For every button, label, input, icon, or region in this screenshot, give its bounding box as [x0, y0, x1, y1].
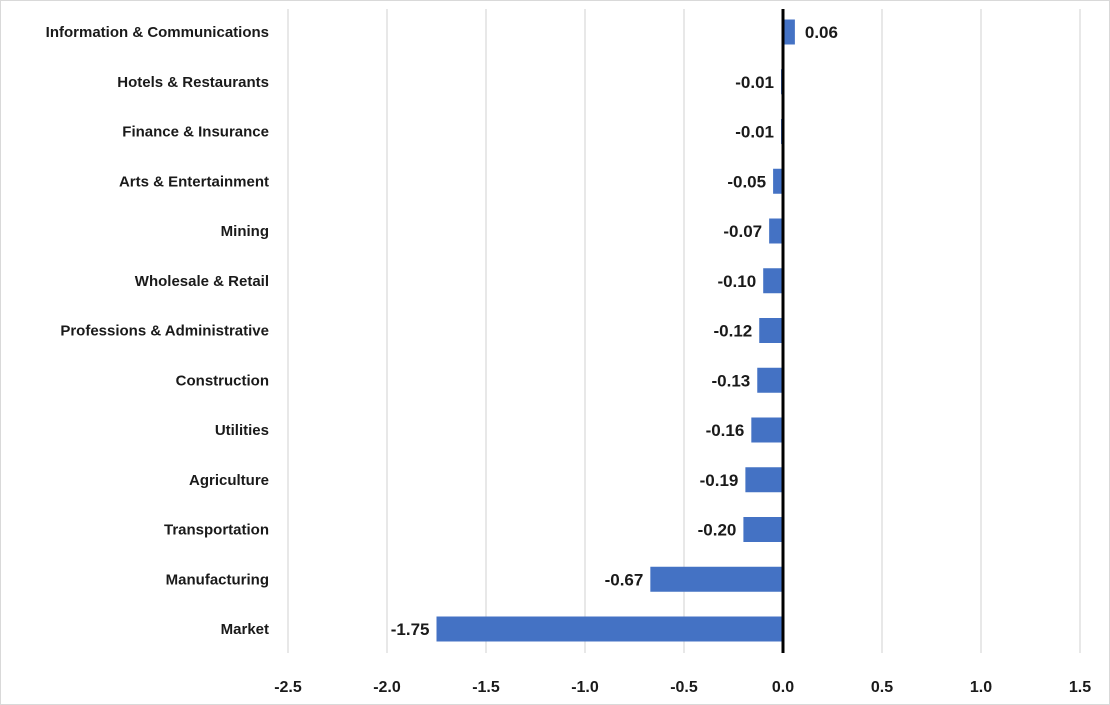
- bar: [763, 268, 783, 294]
- data-label: -0.01: [735, 73, 774, 92]
- bar: [745, 467, 783, 493]
- category-label: Wholesale & Retail: [135, 273, 269, 290]
- x-tick-label: 0.5: [871, 679, 893, 696]
- data-label: 0.06: [805, 23, 838, 42]
- category-label: Utilities: [215, 422, 269, 439]
- data-label: -0.12: [713, 322, 752, 341]
- bar: [436, 616, 783, 642]
- data-label: -0.19: [700, 471, 739, 490]
- category-labels: Information & Communications Hotels & Res…: [46, 24, 269, 638]
- category-label: Finance & Insurance: [122, 124, 269, 141]
- x-tick-label: -1.5: [472, 679, 500, 696]
- category-label: Arts & Entertainment: [119, 173, 269, 190]
- data-label: -0.16: [706, 421, 745, 440]
- category-label: Agriculture: [189, 472, 269, 489]
- category-label: Market: [221, 621, 269, 638]
- data-label: -0.67: [605, 570, 644, 589]
- gridlines: [287, 9, 1081, 653]
- x-tick-label: -2.5: [274, 679, 302, 696]
- bar: [743, 517, 783, 542]
- category-label: Construction: [176, 372, 269, 389]
- bar: [759, 318, 783, 343]
- bar: [757, 367, 783, 393]
- x-tick-label: 0.0: [772, 679, 794, 696]
- x-tick-label: -0.5: [670, 679, 698, 696]
- bar: [769, 218, 783, 244]
- x-tick-label: -1.0: [571, 679, 599, 696]
- bar: [650, 566, 783, 592]
- x-tick-label: 1.0: [970, 679, 992, 696]
- x-tick-labels: -2.5 -2.0 -1.5 -1.0 -0.5 0.0 0.5 1.0 1.5: [274, 679, 1091, 696]
- data-label: -0.20: [698, 521, 737, 540]
- category-label: Professions & Administrative: [60, 323, 269, 340]
- data-label: -0.01: [735, 123, 774, 142]
- data-label: -0.05: [727, 172, 766, 191]
- category-label: Hotels & Restaurants: [117, 74, 269, 91]
- category-label: Mining: [221, 223, 269, 240]
- data-label: -0.13: [712, 371, 751, 390]
- data-labels: 0.06 -0.01 -0.01 -0.05 -0.07 -0.10 -0.12 -0.13 -…: [391, 23, 838, 639]
- x-tick-label: -2.0: [373, 679, 401, 696]
- x-tick-label: 1.5: [1069, 679, 1091, 696]
- bar: [773, 168, 783, 194]
- bar: [751, 417, 783, 443]
- category-label: Information & Communications: [46, 24, 269, 41]
- category-label: Manufacturing: [166, 571, 269, 588]
- category-label: Transportation: [164, 522, 269, 539]
- data-label: -0.07: [723, 222, 762, 241]
- data-label: -1.75: [391, 620, 430, 639]
- bar: [783, 19, 795, 45]
- bars: [436, 19, 795, 642]
- data-label: -0.10: [717, 272, 756, 291]
